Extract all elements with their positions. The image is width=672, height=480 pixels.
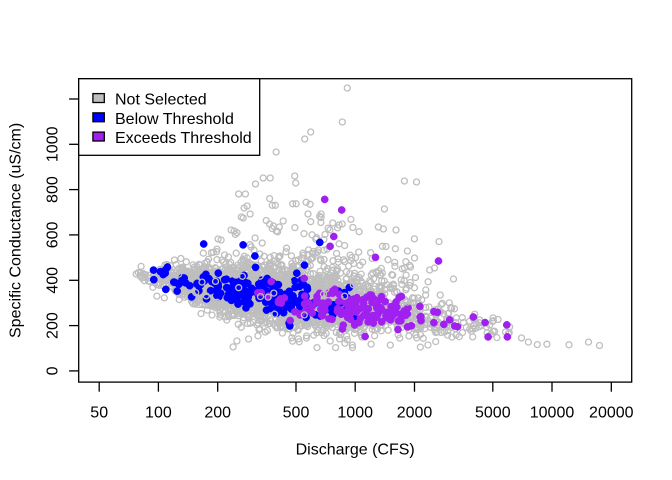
svg-text:500: 500 [283,405,310,422]
svg-text:50: 50 [90,405,108,422]
svg-text:5000: 5000 [475,405,511,422]
svg-text:1000: 1000 [45,126,62,162]
svg-text:10000: 10000 [530,405,575,422]
svg-text:Exceeds Threshold: Exceeds Threshold [115,130,252,147]
svg-text:Specific Conductance (uS/cm): Specific Conductance (uS/cm) [8,123,25,338]
svg-text:20000: 20000 [589,405,634,422]
svg-text:Not Selected: Not Selected [115,92,207,109]
svg-text:1000: 1000 [337,405,373,422]
svg-text:2000: 2000 [397,405,433,422]
svg-text:600: 600 [45,221,62,248]
svg-text:800: 800 [45,176,62,203]
svg-text:200: 200 [204,405,231,422]
svg-text:100: 100 [145,405,172,422]
svg-text:Discharge (CFS): Discharge (CFS) [296,442,415,459]
svg-text:Below Threshold: Below Threshold [115,111,234,128]
svg-text:400: 400 [45,267,62,294]
svg-text:200: 200 [45,312,62,339]
svg-text:0: 0 [45,366,62,375]
